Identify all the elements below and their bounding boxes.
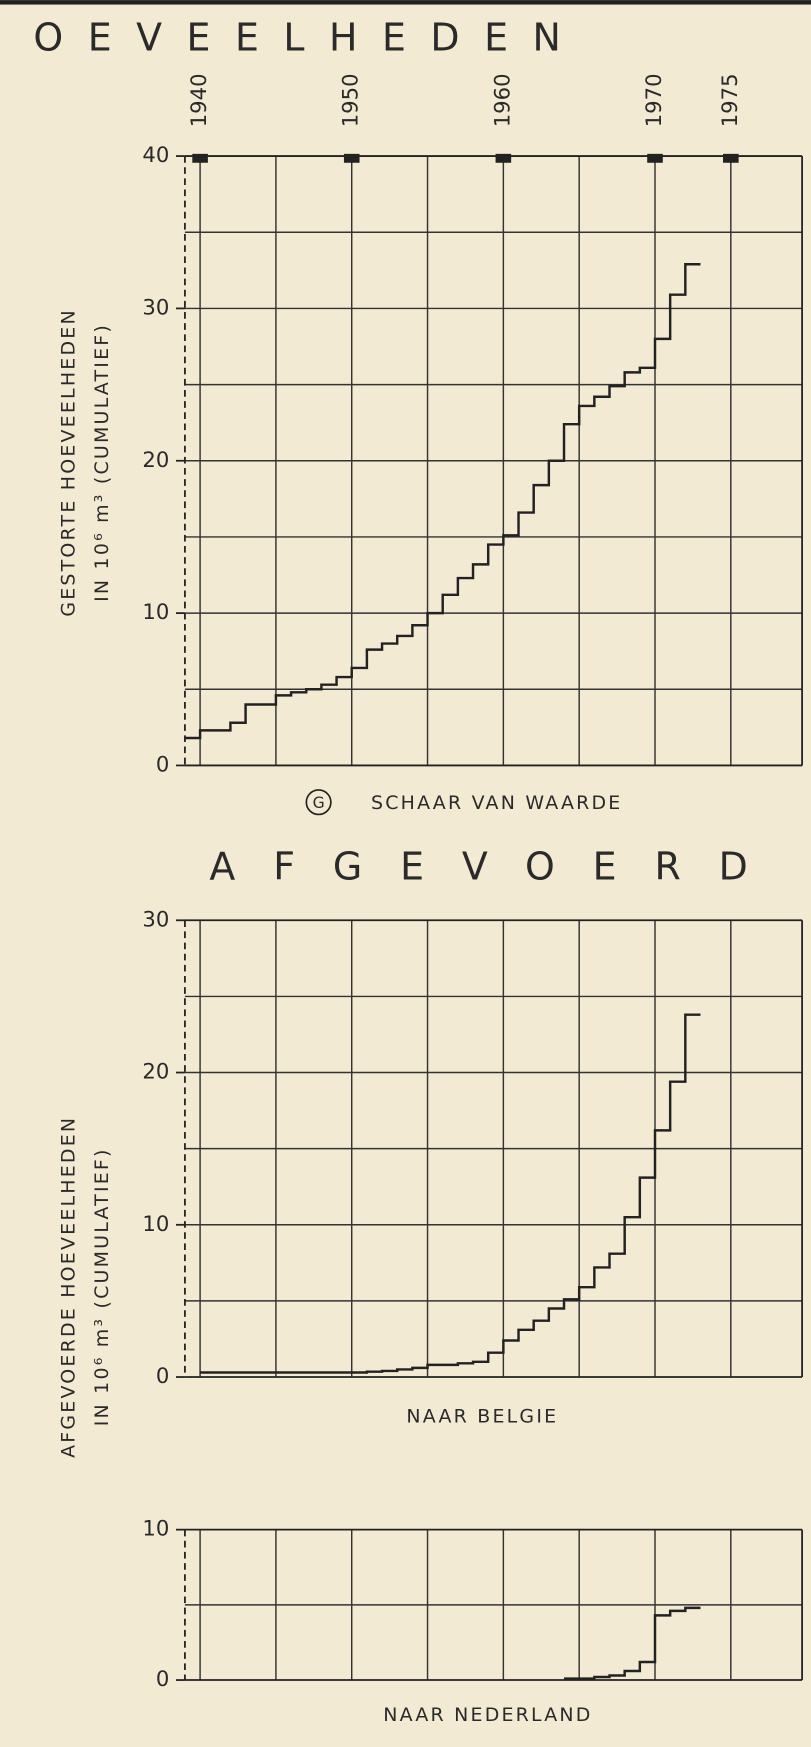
y-axis-label: GESTORTE HOEVEELHEDEN xyxy=(58,308,80,617)
y-tick-label: 0 xyxy=(156,1666,169,1691)
caption: NAAR NEDERLAND xyxy=(383,1704,592,1726)
y-tick-label: 10 xyxy=(142,599,169,624)
x-tick-label: 1960 xyxy=(489,73,514,127)
section-title: AFGEVOERD xyxy=(209,845,785,889)
caption: SCHAAR VAN WAARDE xyxy=(371,792,623,814)
x-tick-label: 1950 xyxy=(338,73,363,127)
marker-circle xyxy=(305,789,332,816)
y-tick-label: 20 xyxy=(142,1059,169,1084)
y-tick-label: 40 xyxy=(142,142,169,167)
y-tick-label: 30 xyxy=(142,294,169,319)
y-tick-label: 30 xyxy=(142,906,169,931)
x-tick-label: 1975 xyxy=(717,73,742,127)
x-tick xyxy=(343,153,360,163)
x-tick xyxy=(495,153,512,163)
step-line xyxy=(184,263,701,740)
y-tick-label: 10 xyxy=(142,1516,169,1541)
x-tick xyxy=(647,153,663,163)
x-tick-label: 1940 xyxy=(186,73,211,127)
caption: NAAR BELGIE xyxy=(406,1406,558,1428)
step-line xyxy=(200,1013,701,1374)
y-axis-label: AFGEVOERDE HOEVEELHEDEN xyxy=(58,1116,80,1458)
y-tick-label: 20 xyxy=(142,447,169,472)
y-tick-label: 0 xyxy=(156,1363,169,1388)
marker: G xyxy=(313,794,325,812)
x-tick-label: 1970 xyxy=(641,73,666,127)
top-border xyxy=(0,0,811,5)
y-tick-label: 10 xyxy=(142,1211,169,1236)
y-axis-label: IN 10⁶ m³ (CUMULATIEF) xyxy=(91,323,113,602)
x-tick xyxy=(723,153,739,163)
step-line xyxy=(564,1606,701,1680)
x-tick xyxy=(192,153,208,163)
y-axis-label: IN 10⁶ m³ (CUMULATIEF) xyxy=(91,1147,113,1426)
title: OEVEELHEDEN xyxy=(33,16,585,60)
y-tick-label: 0 xyxy=(156,751,169,776)
